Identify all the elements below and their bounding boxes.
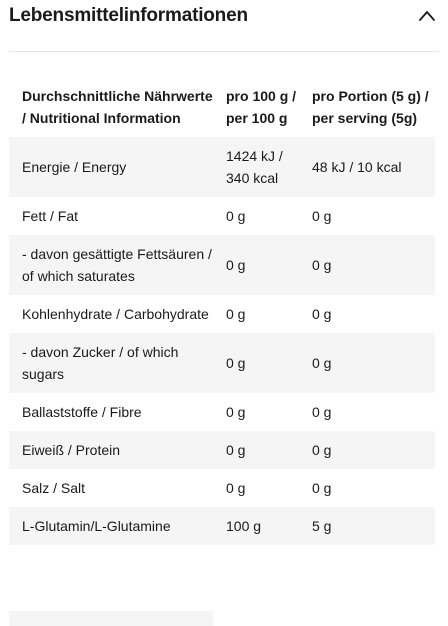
nutrient-name: - davon gesättigte Fettsäuren / of which… xyxy=(9,235,213,295)
value-per-serving: 0 g xyxy=(299,333,435,393)
value-per-100g: 100 g xyxy=(213,507,299,545)
table-row: Ballaststoffe / Fibre 0 g 0 g xyxy=(9,393,435,431)
value-per-100g: 0 g xyxy=(226,480,246,496)
value-per-serving: 0 g xyxy=(312,306,332,322)
table-row: - davon gesättigte Fettsäuren / of which… xyxy=(9,235,435,295)
value-per-100g: 0 g xyxy=(213,333,299,393)
value-per-100g: 0 g xyxy=(213,431,299,469)
table-row: - davon Zucker / of which sugars 0 g 0 g xyxy=(9,333,435,393)
nutrient-name: L-Glutamin/L-Glutamine xyxy=(9,507,213,545)
header-nutrient: Durchschnittliche Nährwerte / Nutritiona… xyxy=(22,88,213,126)
header-per-serving: pro Portion (5 g) / per serving (5g) xyxy=(312,88,429,126)
nutrient-name: - davon Zucker / of which sugars xyxy=(9,333,213,393)
value-per-serving: 0 g xyxy=(312,404,332,420)
table-header-row: Durchschnittliche Nährwerte / Nutritiona… xyxy=(9,73,435,137)
table-row: Eiweiß / Protein 0 g 0 g xyxy=(9,431,435,469)
value-per-100g: 1424 kJ / 340 kcal xyxy=(213,137,299,197)
table-row: Kohlenhydrate / Carbohydrate 0 g 0 g xyxy=(9,295,435,333)
value-per-serving: 0 g xyxy=(299,235,435,295)
value-per-100g: 0 g xyxy=(213,235,299,295)
nutrient-name: Salz / Salt xyxy=(22,480,86,496)
value-per-serving: 5 g xyxy=(299,507,435,545)
value-per-serving: 0 g xyxy=(312,480,332,496)
value-per-serving: 0 g xyxy=(312,208,332,224)
chevron-up-icon[interactable] xyxy=(418,9,436,23)
nutrient-name: Energie / Energy xyxy=(9,137,213,197)
nutrition-table: Durchschnittliche Nährwerte / Nutritiona… xyxy=(9,73,435,545)
table-row-partial xyxy=(9,611,213,626)
value-per-serving: 48 kJ / 10 kcal xyxy=(299,137,435,197)
value-per-100g: 0 g xyxy=(226,306,246,322)
value-per-100g: 0 g xyxy=(226,208,246,224)
nutrient-name: Ballaststoffe / Fibre xyxy=(22,404,142,420)
value-per-serving: 0 g xyxy=(299,431,435,469)
table-row: L-Glutamin/L-Glutamine 100 g 5 g xyxy=(9,507,435,545)
nutrient-name: Kohlenhydrate / Carbohydrate xyxy=(22,306,209,322)
section-title: Lebensmittelinformationen xyxy=(9,5,248,26)
table-row: Energie / Energy 1424 kJ / 340 kcal 48 k… xyxy=(9,137,435,197)
value-per-100g: 0 g xyxy=(226,404,246,420)
nutrient-name: Fett / Fat xyxy=(22,208,79,224)
table-row: Fett / Fat 0 g 0 g xyxy=(9,197,435,235)
table-row: Salz / Salt 0 g 0 g xyxy=(9,469,435,507)
section-header[interactable]: Lebensmittelinformationen xyxy=(9,0,439,52)
header-per-100g: pro 100 g / per 100 g xyxy=(226,88,297,126)
nutrient-name: Eiweiß / Protein xyxy=(9,431,213,469)
